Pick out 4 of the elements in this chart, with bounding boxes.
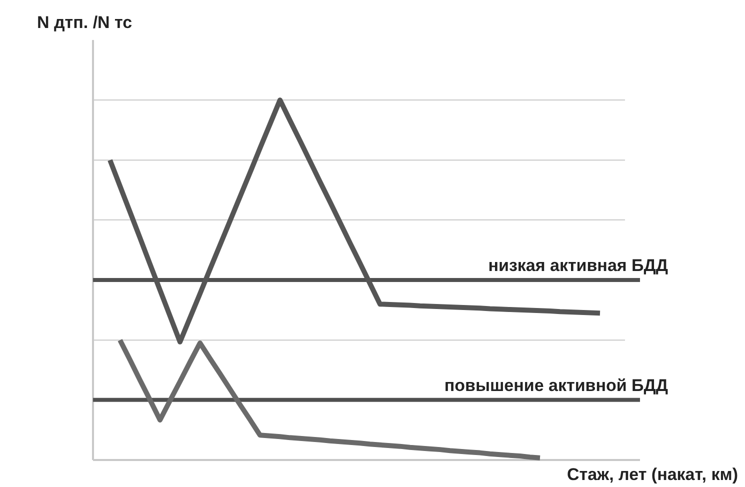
x-axis-title: Стаж, лет (накат, км)	[567, 465, 738, 484]
ref-line-label: низкая активная БДД	[488, 256, 668, 275]
ref-line-label: повышение активной БДД	[444, 376, 668, 395]
y-axis-title: N дтп. /N тс	[37, 13, 132, 32]
